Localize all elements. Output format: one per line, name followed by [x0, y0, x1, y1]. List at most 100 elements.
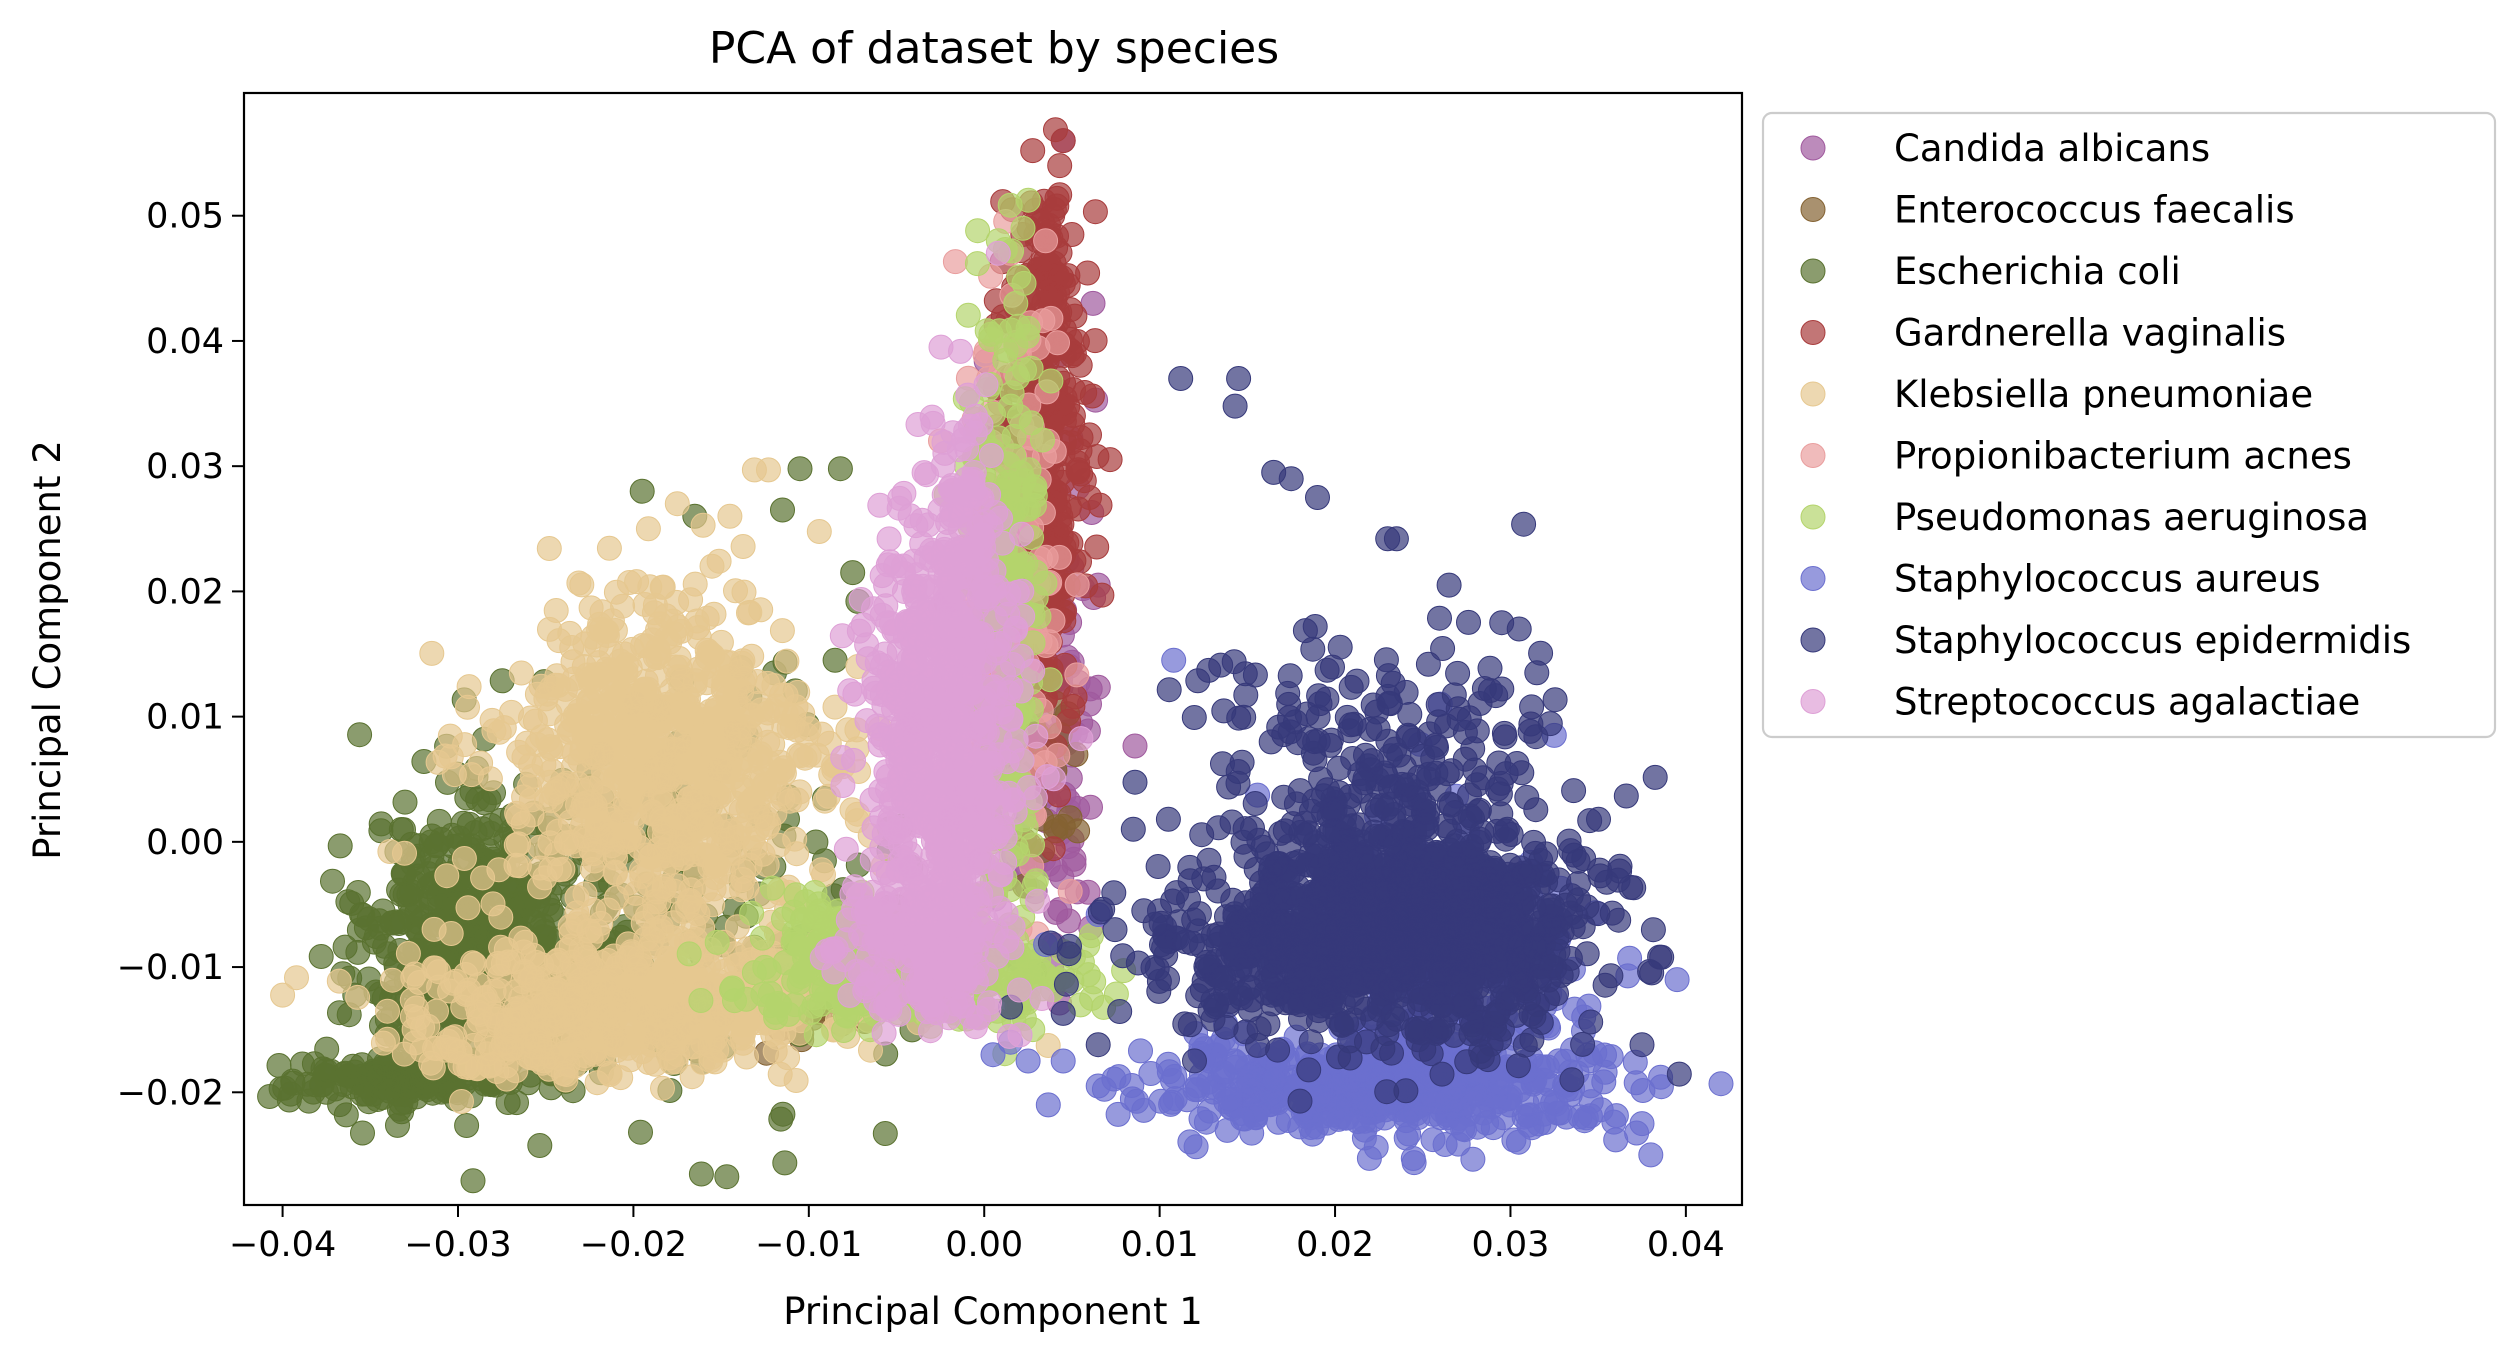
data-point	[379, 967, 405, 993]
data-point	[560, 754, 586, 779]
data-point	[806, 519, 832, 544]
data-point	[722, 790, 748, 816]
data-point	[1079, 383, 1105, 409]
data-point	[747, 744, 773, 770]
data-point	[510, 969, 536, 995]
data-point	[822, 647, 848, 673]
data-point	[1077, 422, 1102, 448]
data-point	[514, 730, 540, 756]
data-point	[623, 895, 649, 921]
data-point	[1531, 1101, 1557, 1127]
data-point	[451, 846, 477, 871]
data-point	[678, 587, 704, 613]
data-point	[1420, 1127, 1446, 1153]
data-point	[1075, 260, 1101, 286]
data-point	[345, 984, 371, 1010]
data-point	[1078, 923, 1104, 949]
data-point	[1603, 1127, 1629, 1153]
data-point	[1474, 1110, 1500, 1136]
data-point	[803, 1022, 829, 1048]
data-point	[432, 743, 458, 769]
data-point	[1041, 197, 1067, 222]
data-point	[421, 916, 447, 942]
data-point	[783, 882, 809, 908]
data-point	[1119, 1086, 1145, 1112]
data-point	[650, 1075, 675, 1101]
data-point	[1326, 1094, 1352, 1120]
data-point	[827, 456, 853, 482]
data-point	[744, 799, 770, 825]
data-point	[622, 703, 647, 729]
data-point	[449, 1089, 474, 1114]
data-point	[695, 732, 721, 758]
data-point	[664, 491, 690, 517]
data-point	[1128, 1038, 1153, 1064]
data-point	[538, 856, 564, 882]
data-point	[688, 988, 714, 1013]
data-point	[1638, 1142, 1664, 1168]
data-point	[510, 811, 536, 836]
data-point	[629, 478, 655, 504]
data-point	[1038, 305, 1064, 331]
data-point	[377, 1078, 402, 1104]
data-point	[688, 1161, 714, 1187]
data-point	[308, 944, 334, 969]
data-point	[698, 811, 724, 837]
data-point	[752, 954, 778, 980]
data-point	[598, 752, 624, 778]
data-point	[619, 808, 645, 834]
scatter-points	[257, 117, 1734, 1194]
data-point	[1075, 962, 1101, 988]
data-point	[1050, 128, 1076, 154]
data-point	[1003, 290, 1029, 316]
data-point	[1010, 215, 1036, 241]
data-point	[546, 628, 572, 654]
data-point	[460, 1168, 486, 1194]
data-point	[840, 560, 866, 586]
data-point	[1057, 878, 1083, 904]
data-point	[1059, 222, 1085, 247]
data-point	[1047, 153, 1073, 179]
data-point	[1217, 1086, 1243, 1112]
data-point	[682, 862, 708, 888]
data-point	[616, 870, 642, 896]
data-point	[1177, 1129, 1203, 1155]
data-point	[571, 654, 597, 679]
data-point	[375, 998, 400, 1024]
data-point	[1261, 1067, 1287, 1093]
data-point	[320, 868, 345, 894]
data-point	[313, 1079, 339, 1105]
data-point	[1708, 1071, 1734, 1097]
data-point	[1033, 228, 1059, 254]
data-point	[761, 698, 787, 724]
data-point	[618, 939, 644, 965]
data-point	[720, 975, 745, 1001]
data-point	[537, 830, 563, 856]
data-point	[538, 897, 564, 923]
data-point	[978, 321, 1004, 347]
data-point	[521, 999, 547, 1025]
data-point	[774, 648, 800, 674]
data-point	[1040, 836, 1066, 862]
data-point	[628, 970, 654, 996]
data-point	[661, 621, 687, 647]
data-point	[1064, 572, 1090, 598]
data-point	[1393, 1108, 1419, 1134]
data-point	[679, 1064, 705, 1090]
data-point	[1006, 404, 1032, 430]
data-point	[670, 746, 696, 772]
data-point	[767, 749, 793, 775]
data-point	[690, 512, 716, 538]
data-point	[1210, 1060, 1236, 1085]
data-point	[1434, 1087, 1460, 1113]
data-point	[1161, 647, 1187, 673]
data-point	[766, 832, 792, 858]
data-point	[596, 1060, 622, 1086]
data-point	[456, 674, 482, 700]
data-point	[1077, 485, 1102, 510]
data-point	[635, 516, 661, 542]
data-point	[751, 774, 777, 800]
data-point	[1061, 846, 1087, 872]
data-point	[1043, 899, 1069, 925]
data-point	[659, 677, 685, 703]
